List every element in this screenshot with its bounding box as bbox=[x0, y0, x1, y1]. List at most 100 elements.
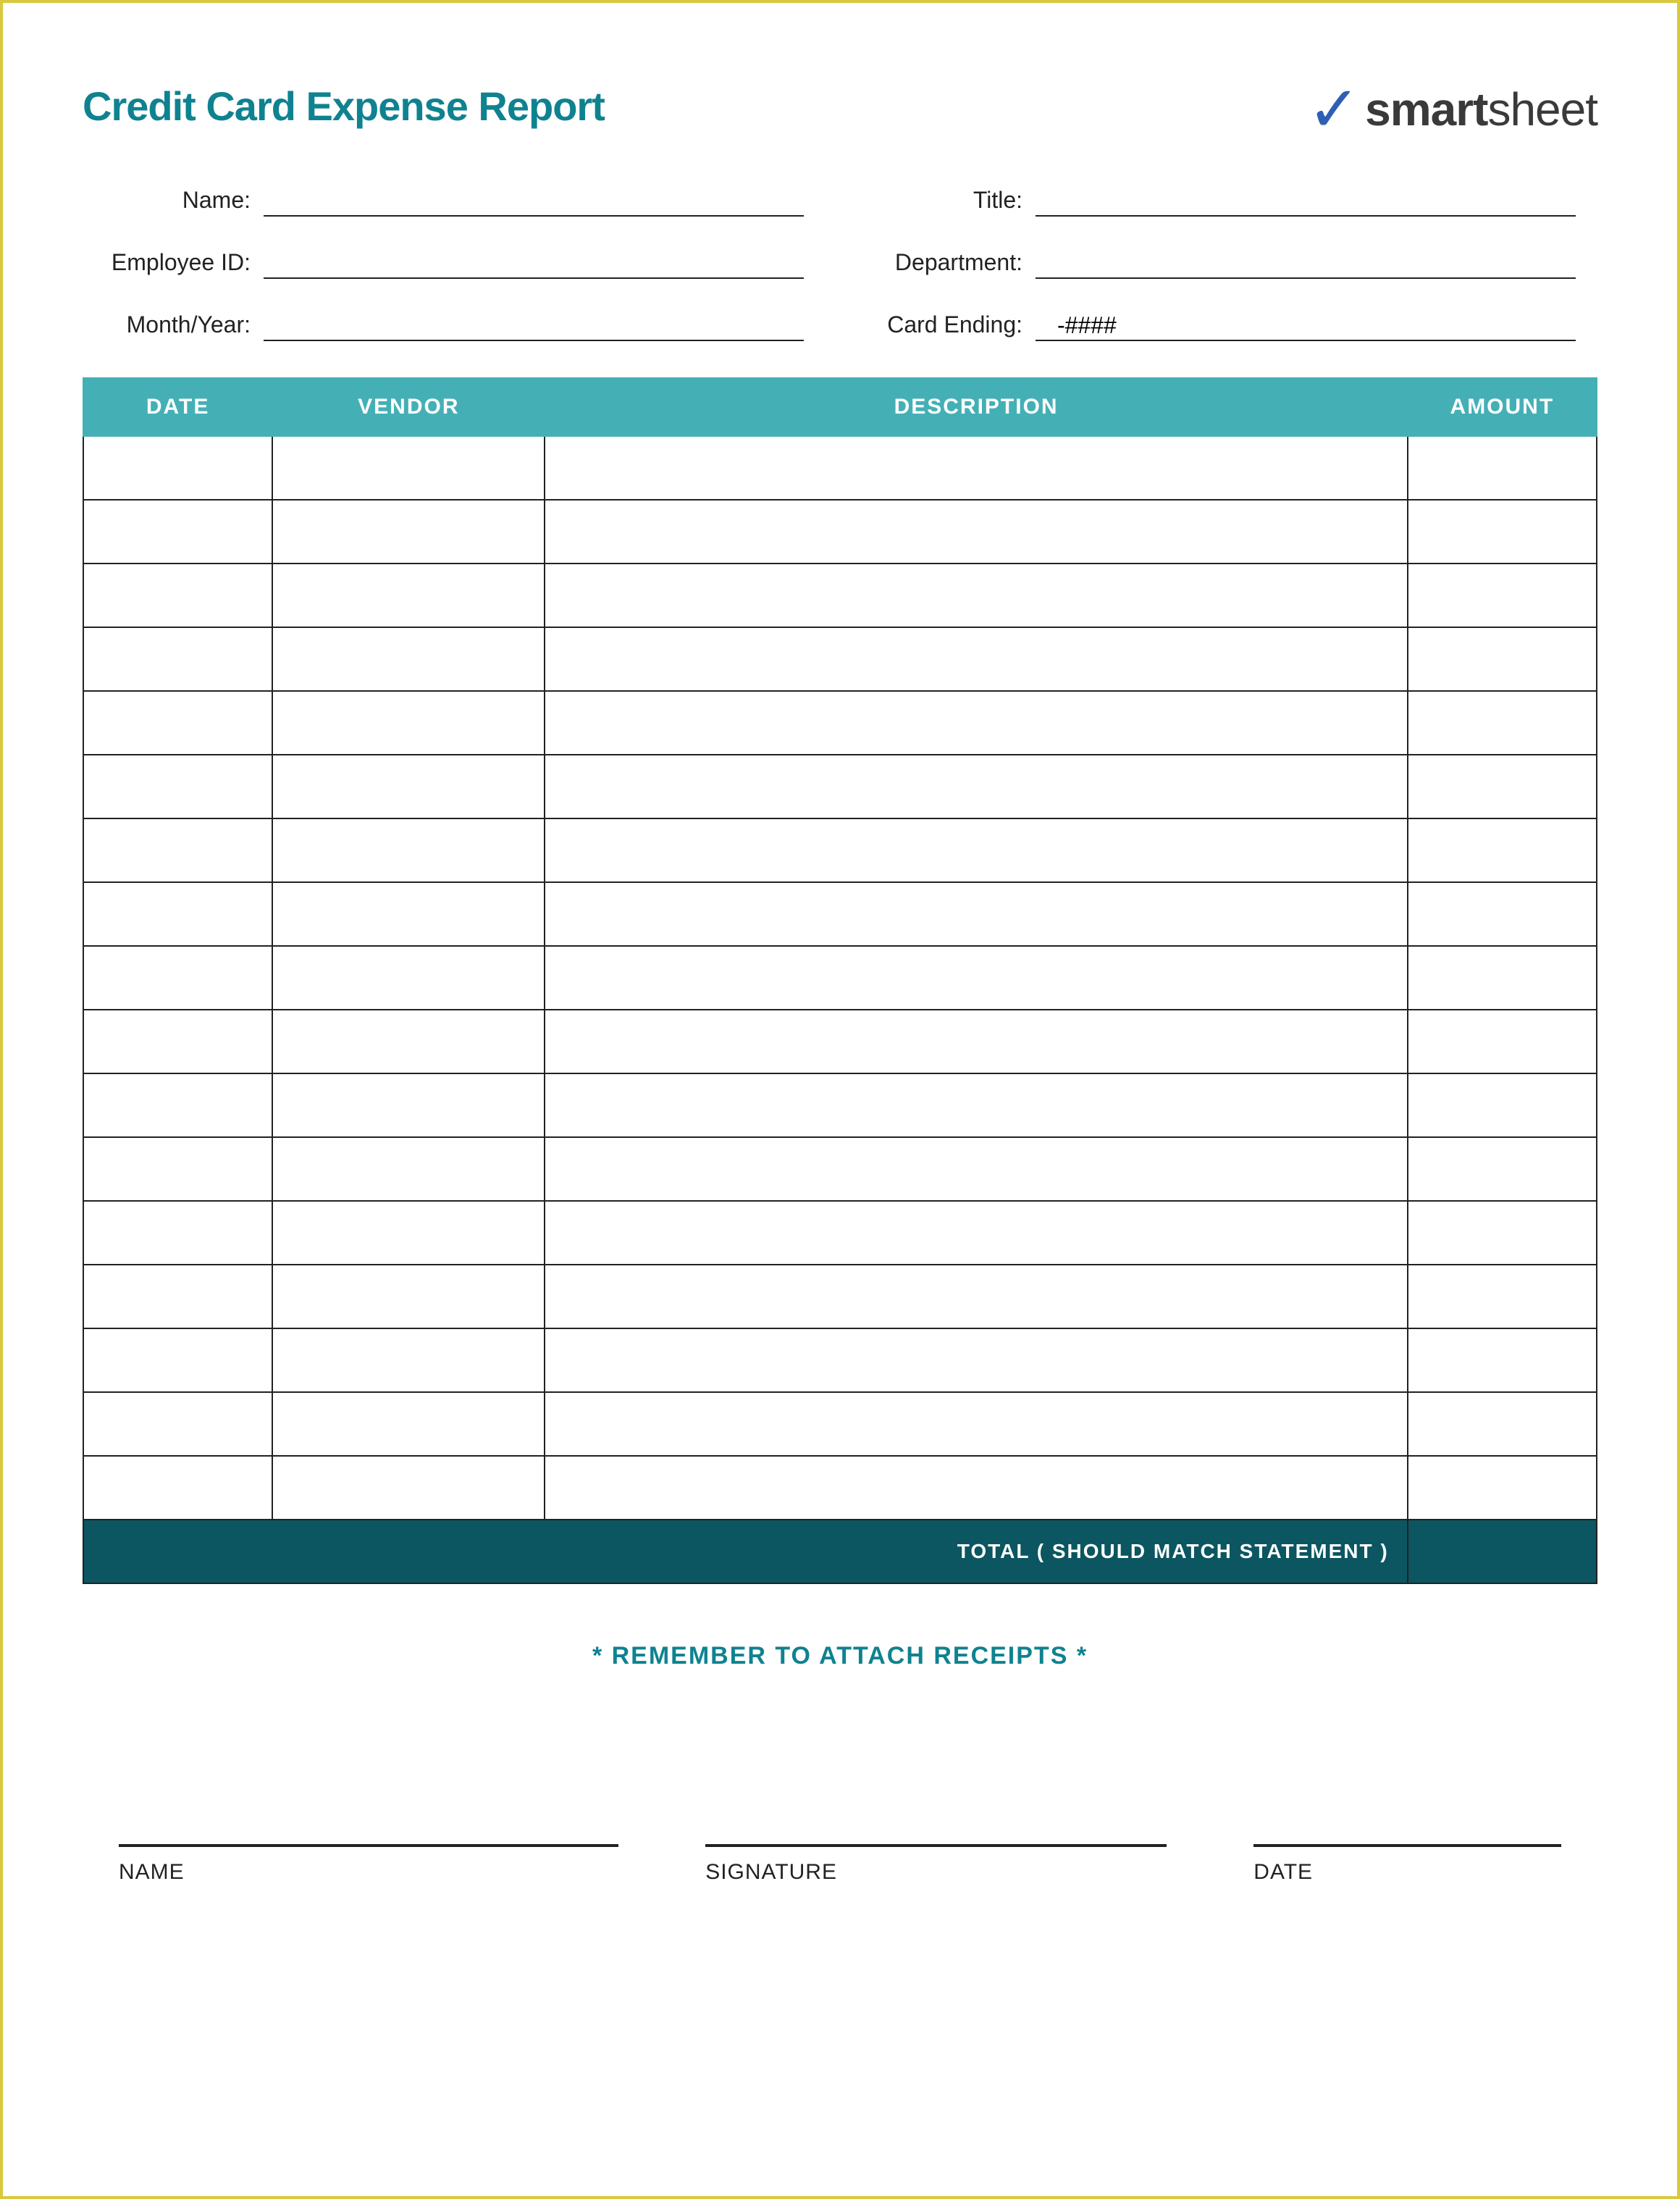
table-cell[interactable] bbox=[272, 691, 545, 755]
month-year-input[interactable] bbox=[264, 312, 804, 341]
table-row bbox=[83, 627, 1597, 691]
table-cell[interactable] bbox=[272, 1137, 545, 1201]
field-title: Title: bbox=[876, 187, 1576, 217]
table-cell[interactable] bbox=[1408, 627, 1597, 691]
field-month-year: Month/Year: bbox=[104, 311, 804, 341]
table-cell[interactable] bbox=[1408, 1392, 1597, 1456]
table-cell[interactable] bbox=[272, 1456, 545, 1520]
table-cell[interactable] bbox=[1408, 436, 1597, 500]
expense-table: DATE VENDOR DESCRIPTION AMOUNT TOTAL ( S… bbox=[83, 377, 1597, 1584]
table-cell[interactable] bbox=[272, 627, 545, 691]
table-cell[interactable] bbox=[272, 500, 545, 564]
card-ending-input[interactable]: -#### bbox=[1036, 312, 1576, 341]
table-cell[interactable] bbox=[545, 1392, 1407, 1456]
table-cell[interactable] bbox=[272, 1201, 545, 1265]
table-cell[interactable] bbox=[1408, 1010, 1597, 1073]
table-cell[interactable] bbox=[545, 1456, 1407, 1520]
table-cell[interactable] bbox=[1408, 564, 1597, 627]
table-row bbox=[83, 946, 1597, 1010]
table-cell[interactable] bbox=[545, 1328, 1407, 1392]
table-cell[interactable] bbox=[1408, 755, 1597, 818]
department-label: Department: bbox=[876, 249, 1036, 279]
table-cell[interactable] bbox=[1408, 818, 1597, 882]
table-header-row: DATE VENDOR DESCRIPTION AMOUNT bbox=[83, 378, 1597, 436]
table-cell[interactable] bbox=[272, 818, 545, 882]
table-cell[interactable] bbox=[83, 1265, 272, 1328]
table-row bbox=[83, 1010, 1597, 1073]
table-cell[interactable] bbox=[1408, 946, 1597, 1010]
table-cell[interactable] bbox=[83, 755, 272, 818]
col-header-amount: AMOUNT bbox=[1408, 378, 1597, 436]
table-cell[interactable] bbox=[83, 1456, 272, 1520]
table-cell[interactable] bbox=[545, 755, 1407, 818]
table-cell[interactable] bbox=[272, 1328, 545, 1392]
table-cell[interactable] bbox=[83, 882, 272, 946]
table-cell[interactable] bbox=[545, 564, 1407, 627]
table-cell[interactable] bbox=[1408, 1265, 1597, 1328]
table-cell[interactable] bbox=[545, 1010, 1407, 1073]
table-cell[interactable] bbox=[272, 882, 545, 946]
table-cell[interactable] bbox=[83, 564, 272, 627]
table-cell[interactable] bbox=[545, 436, 1407, 500]
table-row bbox=[83, 1392, 1597, 1456]
table-cell[interactable] bbox=[83, 500, 272, 564]
department-input[interactable] bbox=[1036, 250, 1576, 279]
table-cell[interactable] bbox=[83, 691, 272, 755]
table-cell[interactable] bbox=[545, 500, 1407, 564]
signature-sign[interactable]: SIGNATURE bbox=[705, 1844, 1167, 1885]
table-cell[interactable] bbox=[1408, 882, 1597, 946]
table-cell[interactable] bbox=[545, 1073, 1407, 1137]
name-input[interactable] bbox=[264, 188, 804, 217]
page-title: Credit Card Expense Report bbox=[83, 83, 605, 130]
table-cell[interactable] bbox=[83, 1201, 272, 1265]
table-cell[interactable] bbox=[1408, 1201, 1597, 1265]
month-year-label: Month/Year: bbox=[104, 311, 264, 341]
field-card-ending: Card Ending: -#### bbox=[876, 311, 1576, 341]
table-cell[interactable] bbox=[545, 1201, 1407, 1265]
table-cell[interactable] bbox=[83, 436, 272, 500]
table-row bbox=[83, 1137, 1597, 1201]
signature-block: NAME SIGNATURE DATE bbox=[83, 1844, 1597, 1885]
table-row bbox=[83, 755, 1597, 818]
table-cell[interactable] bbox=[272, 946, 545, 1010]
table-cell[interactable] bbox=[1408, 1328, 1597, 1392]
expense-table-wrap: DATE VENDOR DESCRIPTION AMOUNT TOTAL ( S… bbox=[83, 377, 1597, 1584]
table-cell[interactable] bbox=[545, 1137, 1407, 1201]
table-cell[interactable] bbox=[1408, 1137, 1597, 1201]
table-cell[interactable] bbox=[545, 818, 1407, 882]
table-cell[interactable] bbox=[1408, 1456, 1597, 1520]
table-cell[interactable] bbox=[545, 882, 1407, 946]
table-cell[interactable] bbox=[83, 946, 272, 1010]
table-cell[interactable] bbox=[1408, 1073, 1597, 1137]
table-cell[interactable] bbox=[83, 1137, 272, 1201]
table-cell[interactable] bbox=[272, 755, 545, 818]
table-cell[interactable] bbox=[272, 436, 545, 500]
table-cell[interactable] bbox=[83, 818, 272, 882]
table-cell[interactable] bbox=[1408, 500, 1597, 564]
table-cell[interactable] bbox=[545, 946, 1407, 1010]
table-cell[interactable] bbox=[272, 1073, 545, 1137]
employee-id-label: Employee ID: bbox=[104, 249, 264, 279]
table-cell[interactable] bbox=[272, 564, 545, 627]
table-cell[interactable] bbox=[83, 1010, 272, 1073]
logo: ✓ smartsheet bbox=[1307, 83, 1597, 136]
table-cell[interactable] bbox=[83, 1392, 272, 1456]
signature-date[interactable]: DATE bbox=[1253, 1844, 1561, 1885]
signature-name[interactable]: NAME bbox=[119, 1844, 618, 1885]
table-row bbox=[83, 1328, 1597, 1392]
field-department: Department: bbox=[876, 249, 1576, 279]
table-row bbox=[83, 1201, 1597, 1265]
title-input[interactable] bbox=[1036, 188, 1576, 217]
card-ending-label: Card Ending: bbox=[876, 311, 1036, 341]
table-cell[interactable] bbox=[545, 627, 1407, 691]
table-cell[interactable] bbox=[1408, 691, 1597, 755]
table-cell[interactable] bbox=[545, 1265, 1407, 1328]
table-cell[interactable] bbox=[272, 1010, 545, 1073]
table-cell[interactable] bbox=[83, 1328, 272, 1392]
table-cell[interactable] bbox=[83, 627, 272, 691]
table-cell[interactable] bbox=[83, 1073, 272, 1137]
employee-id-input[interactable] bbox=[264, 250, 804, 279]
table-cell[interactable] bbox=[545, 691, 1407, 755]
table-cell[interactable] bbox=[272, 1265, 545, 1328]
table-cell[interactable] bbox=[272, 1392, 545, 1456]
